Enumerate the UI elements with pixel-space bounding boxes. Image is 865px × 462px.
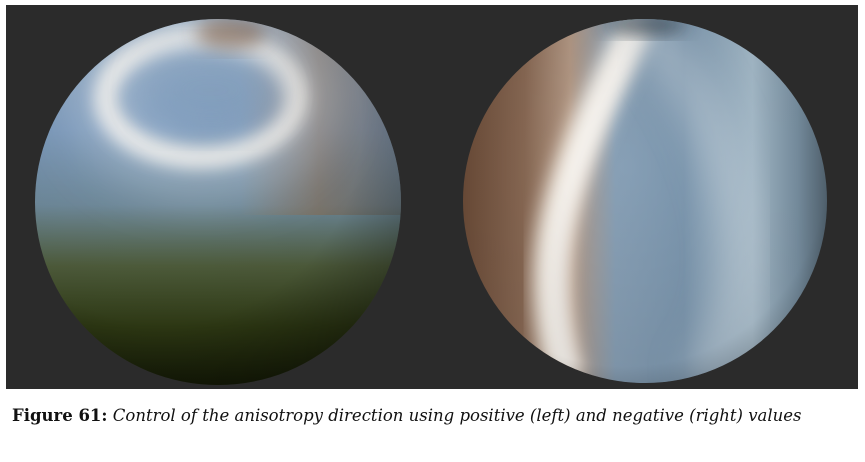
sphere-negative — [463, 19, 827, 383]
figure-caption: Figure 61: Control of the anisotropy dir… — [12, 403, 850, 428]
caption-label: Figure 61: — [12, 406, 108, 425]
figure-image — [6, 5, 858, 389]
caption-text: Control of the anisotropy direction usin… — [112, 406, 802, 425]
figure-render — [35, 19, 827, 385]
sphere-positive — [35, 19, 401, 385]
